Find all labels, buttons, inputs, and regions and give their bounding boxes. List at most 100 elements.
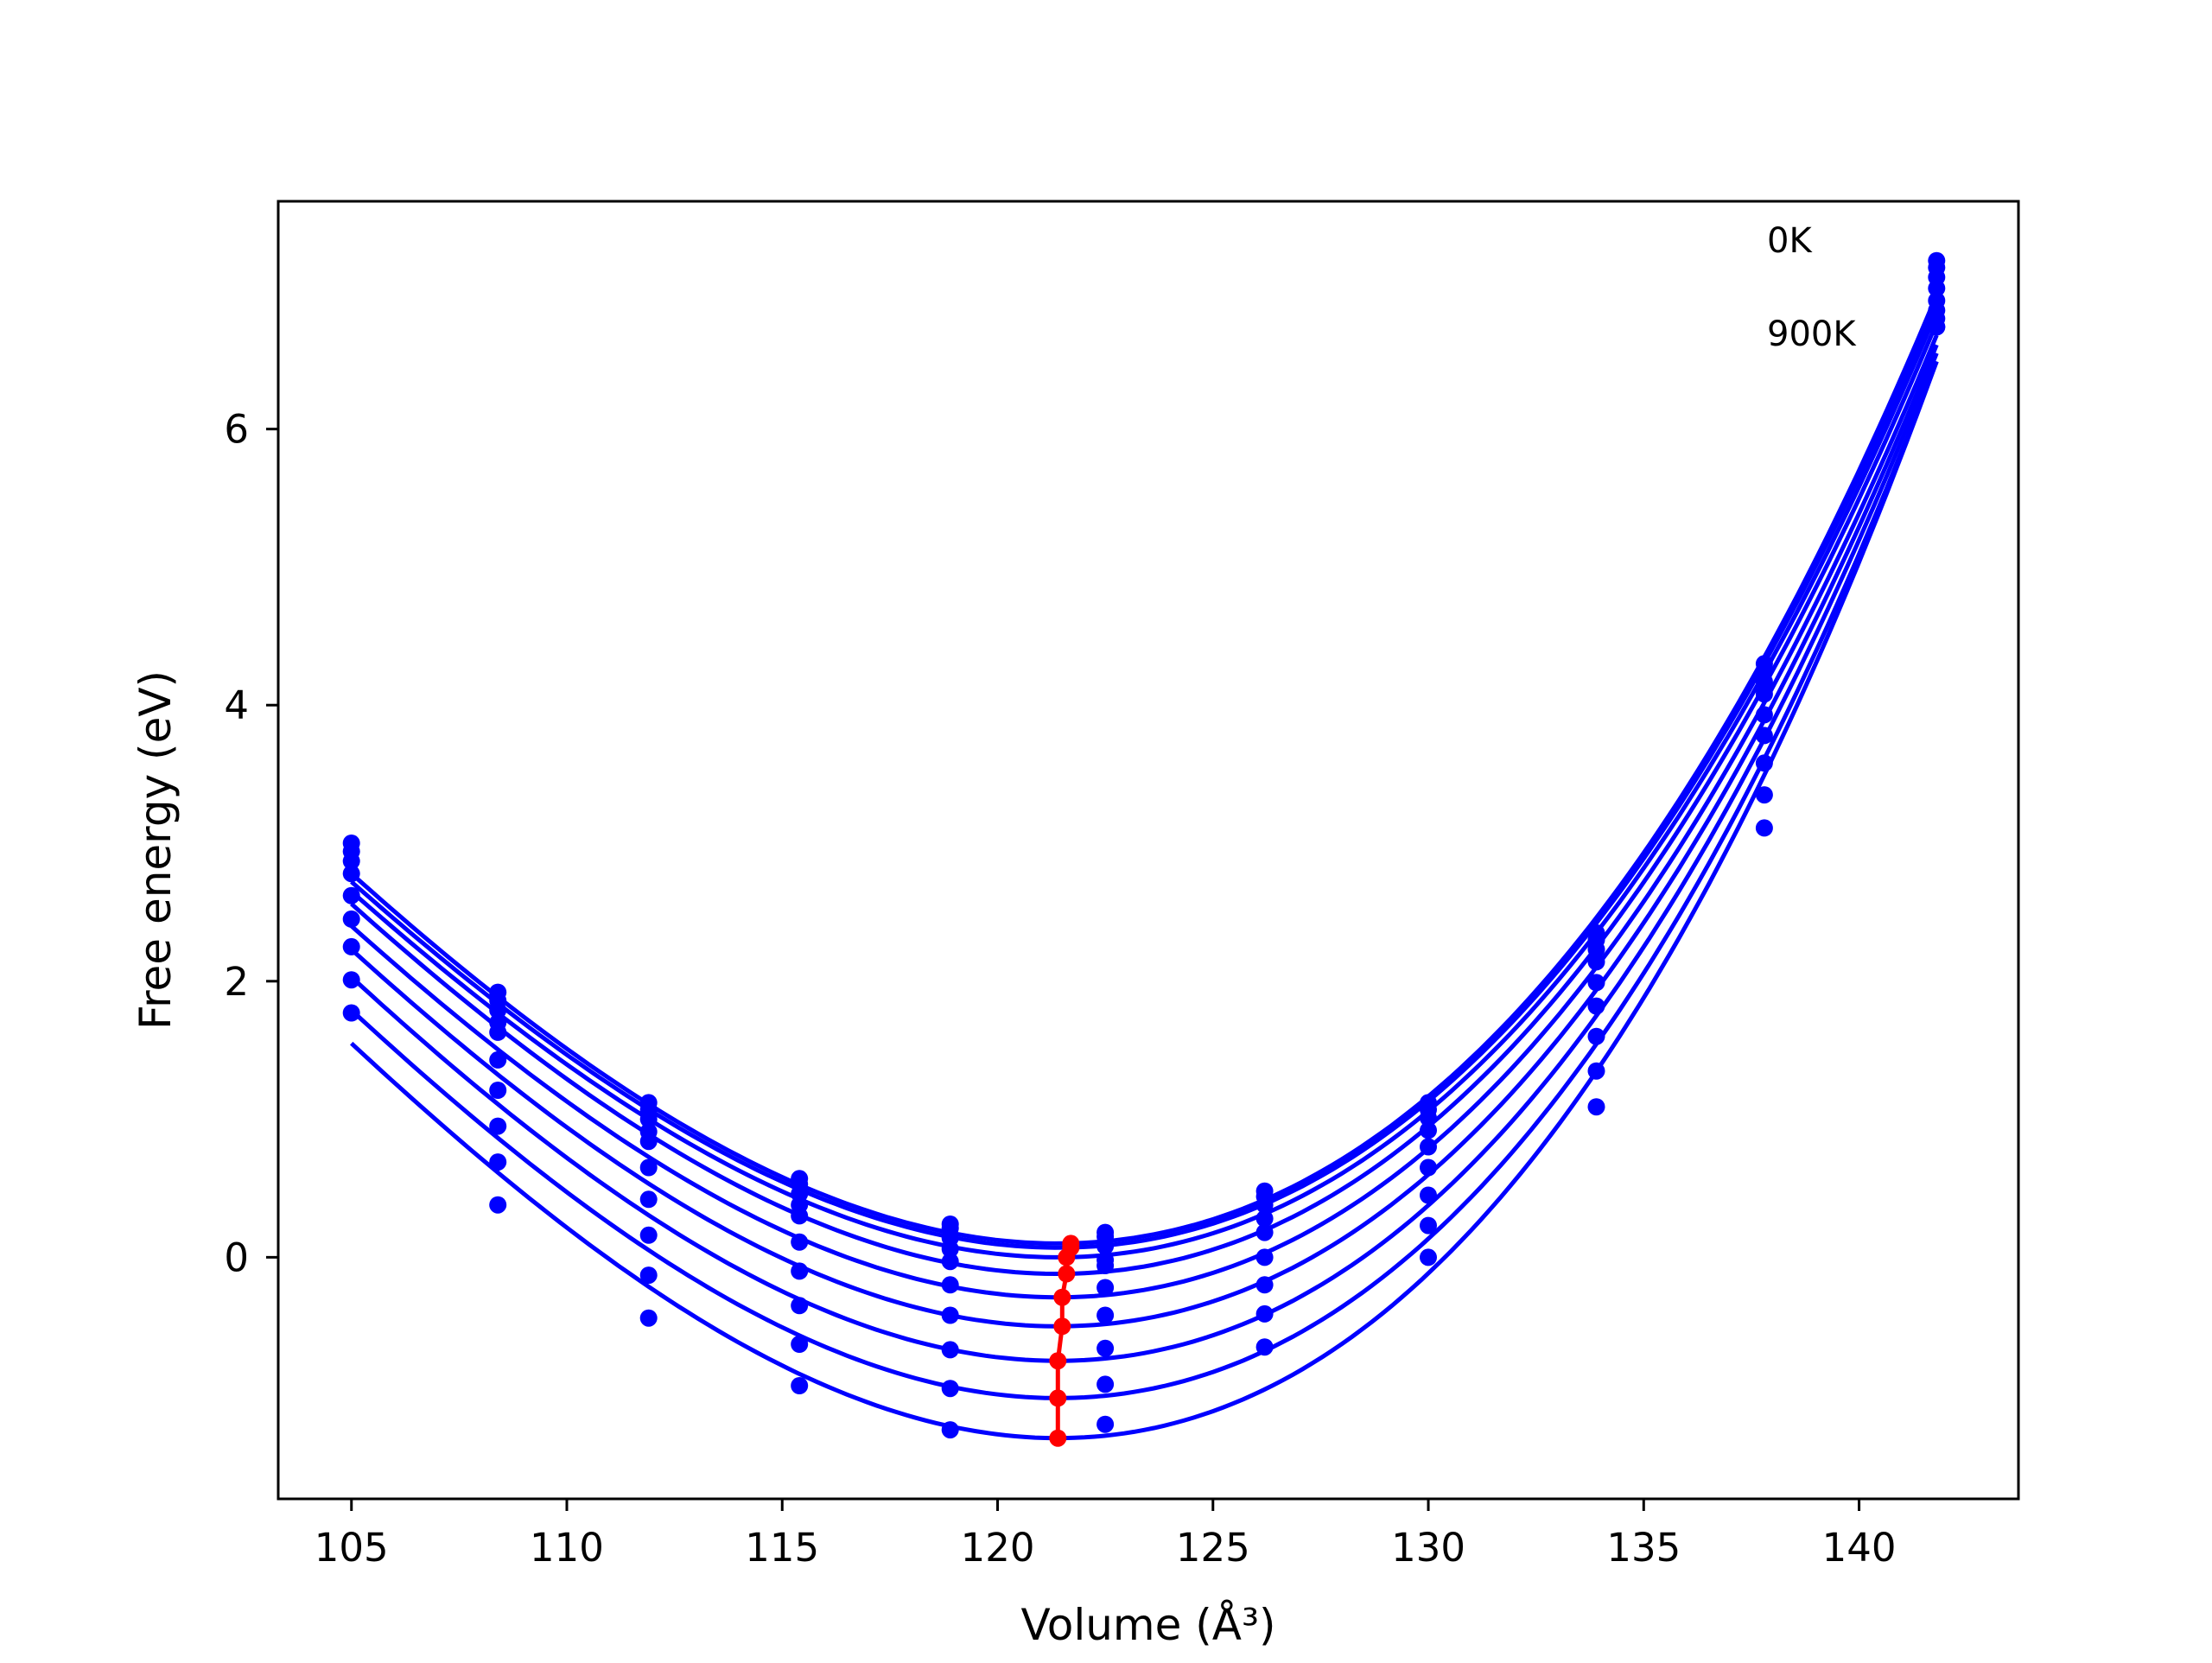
y-tick-label: 0 (224, 1235, 249, 1280)
data-point-s9-v1 (489, 1196, 507, 1214)
data-point-s3-v10 (1928, 279, 1946, 297)
data-point-s6-v5 (1096, 1306, 1115, 1324)
x-tick-label: 120 (961, 1525, 1035, 1571)
data-point-s4-v3 (791, 1207, 809, 1225)
data-point-s9-v5 (1096, 1415, 1115, 1433)
fit-curve-1 (350, 301, 1939, 1250)
data-point-s3-v7 (1420, 1121, 1437, 1139)
minima-point-0 (1049, 1429, 1067, 1447)
fit-curve-0 (350, 294, 1939, 1246)
data-point-s6-v1 (489, 1082, 507, 1099)
fit-curve-3 (350, 321, 1939, 1276)
fit-curve-7 (350, 360, 1939, 1400)
data-point-s2-v5 (1096, 1237, 1115, 1255)
y-tick-label: 2 (224, 959, 249, 1005)
data-point-s2-v2 (639, 1110, 658, 1128)
data-point-s4-v5 (1096, 1257, 1115, 1274)
data-point-s3-v6 (1255, 1209, 1274, 1228)
data-point-s8-v5 (1096, 1375, 1115, 1393)
data-point-s2-v6 (1255, 1196, 1274, 1214)
data-point-s7-v5 (1096, 1339, 1115, 1357)
data-point-s3-v9 (1755, 685, 1773, 703)
annotation-label-1: 900K (1767, 314, 1857, 354)
data-point-s2-v9 (1755, 673, 1773, 691)
data-point-s4-v1 (489, 1023, 507, 1041)
data-point-s8-v3 (791, 1336, 809, 1353)
y-tick-label: 6 (224, 407, 249, 453)
plot-layer (342, 251, 1946, 1447)
data-point-s4-v0 (342, 886, 360, 904)
data-point-s5-v4 (941, 1276, 959, 1294)
data-point-s5-v1 (489, 1050, 507, 1069)
data-point-s8-v0 (342, 1004, 360, 1022)
data-point-s2-v1 (489, 1001, 507, 1019)
data-point-s6-v9 (1755, 754, 1773, 772)
data-point-s8-v8 (1587, 1098, 1605, 1116)
data-point-s3-v8 (1587, 953, 1605, 971)
data-point-s9-v2 (639, 1309, 658, 1327)
data-point-s7-v2 (639, 1226, 658, 1244)
data-point-s4-v8 (1587, 974, 1605, 992)
fit-curve-6 (350, 352, 1939, 1363)
data-point-s6-v7 (1420, 1186, 1437, 1204)
data-point-s7-v0 (342, 971, 360, 989)
data-point-s4-v9 (1755, 706, 1773, 724)
x-tick-label: 125 (1176, 1525, 1250, 1571)
data-point-s4-v4 (941, 1253, 959, 1271)
data-point-s5-v3 (791, 1233, 809, 1251)
data-point-s5-v7 (1420, 1158, 1437, 1177)
data-point-s8-v1 (489, 1153, 507, 1171)
data-point-s8-v2 (639, 1266, 658, 1285)
data-point-s8-v7 (1420, 1248, 1437, 1266)
data-point-s7-v1 (489, 1117, 507, 1135)
x-tick-label: 140 (1822, 1525, 1897, 1571)
minima-point-4 (1053, 1288, 1071, 1306)
data-point-s8-v10 (1928, 318, 1946, 336)
data-point-s7-v7 (1420, 1216, 1437, 1235)
fit-curve-4 (350, 334, 1939, 1300)
x-tick-label: 130 (1391, 1525, 1465, 1571)
minima-point-1 (1049, 1389, 1067, 1407)
data-point-s7-v8 (1587, 1062, 1605, 1080)
data-point-s5-v0 (342, 910, 360, 928)
data-point-s4-v2 (639, 1133, 658, 1151)
data-point-s3-v4 (941, 1240, 959, 1258)
x-tick-label: 110 (530, 1525, 604, 1571)
data-point-s6-v8 (1587, 1027, 1605, 1045)
axes-frame (276, 200, 2020, 1501)
y-tick-label: 4 (224, 682, 249, 728)
data-point-s7-v3 (791, 1297, 809, 1315)
data-point-s7-v4 (941, 1341, 959, 1359)
x-tick-label: 135 (1606, 1525, 1681, 1571)
data-point-s2-v0 (342, 852, 360, 870)
minima-point-2 (1049, 1352, 1067, 1370)
data-point-s2-v7 (1420, 1109, 1437, 1127)
data-point-s7-v9 (1755, 786, 1773, 804)
data-point-s4-v6 (1255, 1223, 1274, 1241)
data-point-s8-v4 (941, 1380, 959, 1398)
data-point-s7-v6 (1255, 1304, 1274, 1323)
minima-point-3 (1053, 1317, 1071, 1336)
data-point-s5-v9 (1755, 727, 1773, 745)
data-point-s5-v6 (1255, 1248, 1274, 1266)
data-point-s2-v8 (1587, 941, 1605, 958)
data-point-s6-v0 (342, 937, 360, 955)
data-point-s9-v3 (791, 1377, 809, 1394)
x-tick-label: 115 (745, 1525, 819, 1571)
x-axis-label: Volume (Å³) (1020, 1600, 1275, 1650)
data-point-s5-v8 (1587, 997, 1605, 1015)
data-point-s6-v4 (941, 1306, 959, 1324)
annotation-label-0: 0K (1767, 221, 1813, 261)
data-point-s8-v9 (1755, 819, 1773, 837)
data-point-s5-v2 (639, 1158, 658, 1177)
data-point-s6-v3 (791, 1262, 809, 1280)
x-tick-label: 105 (315, 1525, 389, 1571)
data-points (342, 251, 1946, 1439)
data-point-s8-v6 (1255, 1338, 1274, 1356)
fit-curve-8 (350, 360, 1939, 1441)
data-point-s9-v4 (941, 1421, 959, 1439)
y-axis-label: Free energy (eV) (130, 670, 181, 1030)
